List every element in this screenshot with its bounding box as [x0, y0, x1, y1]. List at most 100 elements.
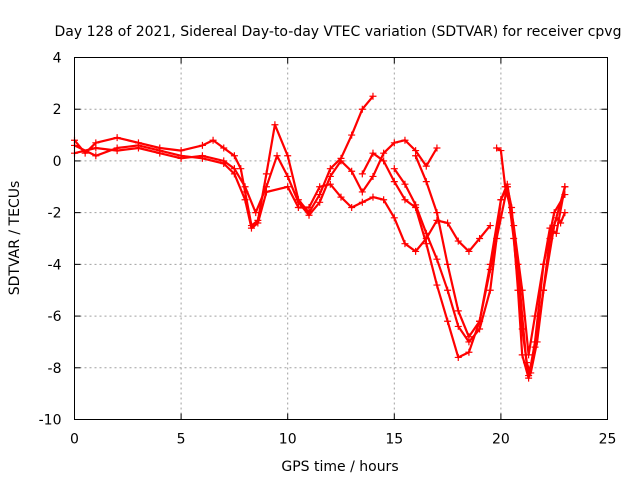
- data-point: [550, 209, 558, 217]
- data-point: [465, 247, 473, 255]
- data-point: [540, 286, 548, 294]
- data-point: [454, 237, 462, 245]
- y-tick-label: 0: [53, 154, 62, 170]
- data-point: [316, 198, 324, 206]
- series-line: [73, 95, 374, 227]
- data-point: [358, 188, 366, 196]
- data-point: [465, 348, 473, 356]
- x-axis-label: GPS time / hours: [281, 459, 398, 475]
- data-point: [390, 214, 398, 222]
- data-point: [401, 240, 409, 248]
- data-point: [422, 240, 430, 248]
- data-point: [294, 203, 302, 211]
- data-point: [546, 235, 554, 242]
- data-point: [561, 209, 569, 217]
- data-point: [561, 183, 569, 191]
- chart-title: Day 128 of 2021, Sidereal Day-to-day VTE…: [55, 24, 622, 40]
- data-point: [454, 322, 462, 330]
- data-point: [465, 333, 473, 341]
- axis-ticks: 0 5 10 15 20 25 -10 -8 -6 -4 -2 0 2 4: [39, 51, 617, 448]
- series-g: [493, 144, 569, 377]
- data-point: [476, 325, 484, 333]
- data-point: [514, 260, 522, 268]
- data-point: [284, 183, 292, 191]
- series-line: [496, 147, 566, 375]
- data-point: [508, 209, 516, 217]
- data-point: [252, 209, 260, 217]
- data-point: [237, 165, 245, 173]
- data-point: [113, 144, 121, 152]
- x-tick-label: 0: [70, 432, 79, 448]
- data-point: [401, 180, 409, 188]
- data-point: [454, 353, 462, 361]
- data-point: [518, 312, 526, 320]
- data-point: [316, 183, 324, 191]
- data-point: [533, 338, 541, 346]
- data-point: [390, 165, 398, 173]
- x-tick-label: 25: [599, 432, 617, 448]
- data-point: [422, 162, 430, 170]
- data-point: [284, 152, 292, 160]
- series-line: [393, 168, 566, 377]
- data-point: [380, 149, 388, 157]
- data-point: [433, 209, 441, 217]
- data-point: [254, 219, 262, 227]
- data-point: [369, 193, 377, 201]
- data-point: [262, 170, 270, 178]
- data-point: [305, 211, 313, 219]
- data-point: [358, 105, 366, 113]
- data-point: [198, 141, 206, 149]
- data-point: [348, 203, 356, 211]
- data-point: [422, 178, 430, 186]
- data-point: [390, 139, 398, 147]
- data-point: [209, 136, 217, 144]
- data-point: [444, 317, 452, 325]
- data-point: [476, 317, 484, 325]
- data-point: [337, 157, 345, 165]
- data-point: [433, 255, 441, 263]
- data-point: [92, 144, 100, 152]
- y-tick-label: 4: [53, 51, 62, 67]
- data-point: [230, 170, 238, 178]
- y-axis-label: SDTVAR / TECUs: [7, 181, 23, 296]
- data-point: [552, 229, 560, 237]
- data-point: [527, 369, 535, 377]
- plot-frame: [74, 57, 608, 420]
- data-point: [247, 224, 255, 232]
- data-point: [433, 144, 441, 152]
- data-point: [522, 359, 530, 367]
- data-point: [444, 219, 452, 227]
- y-tick-label: -4: [48, 257, 62, 273]
- data-point: [422, 229, 430, 237]
- data-point: [501, 183, 509, 191]
- data-point: [401, 196, 409, 204]
- data-point: [369, 149, 377, 157]
- data-point: [134, 141, 142, 149]
- series-line: [414, 155, 566, 356]
- data-point: [433, 281, 441, 289]
- y-tick-label: -6: [48, 309, 62, 325]
- data-point: [444, 260, 452, 268]
- data-point: [156, 147, 164, 155]
- data-point: [326, 180, 334, 188]
- data-point: [230, 152, 238, 160]
- data-point: [198, 154, 206, 162]
- data-point: [518, 351, 526, 359]
- x-tick-label: 5: [177, 432, 186, 448]
- data-point: [444, 286, 452, 294]
- series-b: [71, 136, 441, 219]
- data-point: [241, 183, 249, 191]
- data-point: [337, 193, 345, 201]
- data-point: [348, 131, 356, 139]
- data-point: [486, 260, 494, 268]
- data-point: [493, 144, 501, 152]
- data-point: [557, 219, 565, 227]
- data-point: [305, 203, 313, 211]
- x-tick-label: 15: [385, 432, 403, 448]
- data-point: [284, 172, 292, 180]
- data-point: [262, 188, 270, 196]
- data-point: [220, 144, 228, 152]
- data-point: [177, 152, 185, 160]
- y-tick-label: 2: [53, 102, 62, 118]
